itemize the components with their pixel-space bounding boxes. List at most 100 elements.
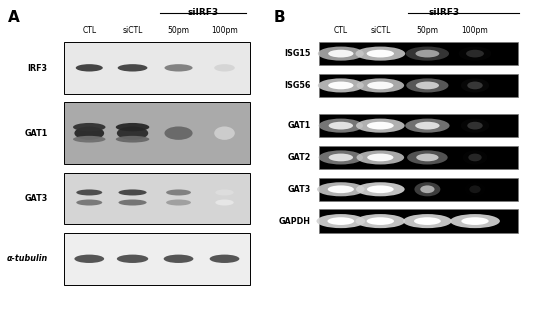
- Text: 100pm: 100pm: [211, 26, 238, 35]
- Ellipse shape: [75, 126, 104, 140]
- Ellipse shape: [328, 122, 353, 130]
- Ellipse shape: [467, 81, 483, 89]
- Ellipse shape: [367, 185, 394, 193]
- Ellipse shape: [450, 214, 500, 228]
- Ellipse shape: [461, 217, 489, 225]
- Text: siIRF3: siIRF3: [187, 8, 219, 17]
- Ellipse shape: [215, 190, 234, 195]
- Text: A: A: [8, 10, 20, 25]
- Bar: [319, 209, 518, 233]
- Text: CTL: CTL: [334, 26, 348, 35]
- Ellipse shape: [317, 182, 365, 196]
- Ellipse shape: [328, 50, 353, 58]
- Ellipse shape: [459, 47, 491, 61]
- Ellipse shape: [118, 200, 147, 206]
- Text: 100pm: 100pm: [461, 26, 489, 35]
- Ellipse shape: [328, 153, 353, 161]
- Text: ISG15: ISG15: [285, 49, 311, 58]
- Bar: [319, 42, 518, 65]
- Ellipse shape: [328, 81, 353, 89]
- Bar: [319, 178, 518, 201]
- Ellipse shape: [470, 185, 480, 193]
- Bar: [319, 146, 518, 169]
- Ellipse shape: [367, 153, 393, 161]
- Ellipse shape: [356, 119, 405, 133]
- Ellipse shape: [466, 50, 484, 58]
- Ellipse shape: [318, 47, 364, 61]
- Ellipse shape: [414, 217, 441, 225]
- Ellipse shape: [367, 50, 394, 58]
- Ellipse shape: [328, 185, 354, 193]
- Text: siIRF3: siIRF3: [428, 8, 459, 17]
- Text: GAT1: GAT1: [288, 121, 311, 130]
- Ellipse shape: [367, 122, 394, 130]
- Ellipse shape: [327, 217, 354, 225]
- Ellipse shape: [76, 64, 103, 72]
- Text: IRF3: IRF3: [28, 64, 48, 72]
- Ellipse shape: [414, 182, 440, 196]
- Bar: [64, 42, 250, 94]
- Ellipse shape: [463, 150, 487, 164]
- Ellipse shape: [465, 182, 485, 196]
- Ellipse shape: [166, 200, 191, 206]
- Ellipse shape: [76, 200, 102, 206]
- Ellipse shape: [355, 47, 405, 61]
- Ellipse shape: [367, 217, 394, 225]
- Ellipse shape: [319, 119, 363, 133]
- Text: siCTL: siCTL: [370, 26, 391, 35]
- Ellipse shape: [117, 255, 148, 263]
- Ellipse shape: [318, 78, 364, 92]
- Ellipse shape: [164, 64, 193, 72]
- Text: ISG56: ISG56: [285, 81, 311, 90]
- Ellipse shape: [214, 126, 235, 140]
- Ellipse shape: [357, 78, 404, 92]
- Ellipse shape: [416, 81, 439, 89]
- Ellipse shape: [116, 136, 149, 143]
- Ellipse shape: [117, 64, 147, 72]
- Ellipse shape: [416, 153, 439, 161]
- Ellipse shape: [469, 153, 481, 161]
- Text: GAT1: GAT1: [24, 129, 48, 138]
- Ellipse shape: [461, 119, 489, 133]
- Text: CTL: CTL: [82, 26, 96, 35]
- Text: 50pm: 50pm: [168, 26, 189, 35]
- Text: siCTL: siCTL: [122, 26, 143, 35]
- Ellipse shape: [406, 78, 448, 92]
- Text: GAT2: GAT2: [288, 153, 311, 162]
- Ellipse shape: [73, 123, 105, 131]
- Text: α-tubulin: α-tubulin: [6, 255, 48, 263]
- Ellipse shape: [316, 214, 365, 228]
- Ellipse shape: [415, 122, 440, 130]
- Ellipse shape: [461, 78, 489, 92]
- Ellipse shape: [367, 81, 393, 89]
- Ellipse shape: [117, 126, 148, 140]
- Ellipse shape: [407, 150, 448, 164]
- Ellipse shape: [166, 190, 191, 195]
- Ellipse shape: [356, 182, 405, 196]
- Ellipse shape: [420, 185, 434, 193]
- Bar: [64, 173, 250, 224]
- Ellipse shape: [116, 123, 149, 131]
- Ellipse shape: [209, 255, 239, 263]
- Ellipse shape: [355, 214, 405, 228]
- Text: 50pm: 50pm: [417, 26, 438, 35]
- Ellipse shape: [357, 150, 404, 164]
- Bar: [319, 74, 518, 97]
- Ellipse shape: [403, 214, 452, 228]
- Bar: [319, 114, 518, 137]
- Ellipse shape: [319, 150, 363, 164]
- Ellipse shape: [415, 50, 439, 58]
- Ellipse shape: [118, 190, 147, 195]
- Text: GAT3: GAT3: [288, 185, 311, 194]
- Bar: [64, 102, 250, 164]
- Ellipse shape: [163, 255, 194, 263]
- Ellipse shape: [405, 119, 450, 133]
- Bar: [64, 233, 250, 285]
- Ellipse shape: [467, 122, 483, 130]
- Ellipse shape: [215, 200, 234, 206]
- Ellipse shape: [214, 64, 235, 72]
- Ellipse shape: [406, 47, 449, 61]
- Ellipse shape: [164, 126, 193, 140]
- Ellipse shape: [75, 255, 104, 263]
- Text: B: B: [273, 10, 285, 25]
